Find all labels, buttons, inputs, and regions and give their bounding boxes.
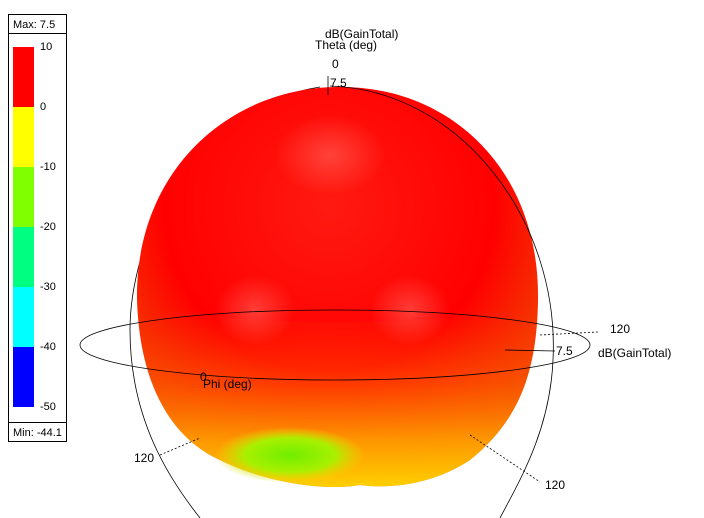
z-axis-title: dB(GainTotal) [325,27,399,41]
legend-tick-label: -20 [40,221,56,233]
horizontal-axis [504,349,556,352]
phi-zero-label: 0 [200,370,207,384]
legend-tick-label: 10 [40,41,53,53]
z-axis-value-label: 7.5 [330,76,347,90]
legend-min-label: Min: -44.1 [8,422,67,442]
left-axis-dotted [159,437,201,456]
phi-ring [79,309,591,381]
bottom-120-label: 120 [545,478,566,492]
legend-tick-label: -30 [40,281,56,293]
legend-tick-label: -40 [40,341,56,353]
lobe-highlight-top [275,115,385,195]
left-120-label: 120 [134,451,155,465]
legend-band [13,47,34,107]
legend-tick-label: 0 [40,101,47,113]
phi-axis-title: Phi (deg) [203,377,252,391]
horizontal-axis-title: dB(GainTotal) [598,346,672,360]
legend-tick-label: -10 [40,161,56,173]
legend-max-label: Max: 7.5 [8,14,67,34]
horizontal-120-label: 120 [610,322,631,336]
theta-ring-front [329,85,554,518]
legend-tick-label: -50 [40,401,56,413]
horizontal-value-label: 7.5 [556,344,573,358]
legend-color-bar [13,47,34,407]
legend-band [13,287,34,347]
legend-band [13,107,34,167]
legend-band [13,347,34,407]
z-axis-zero-label: 0 [332,57,339,71]
lobe-highlight-left [215,275,295,345]
lobe-highlight-right [370,275,450,345]
right-axis-dotted [539,331,599,336]
legend-band [13,167,34,227]
lobe-null-region [215,427,365,483]
legend-band [13,227,34,287]
z-axis-subtitle: Theta (deg) [315,38,378,52]
